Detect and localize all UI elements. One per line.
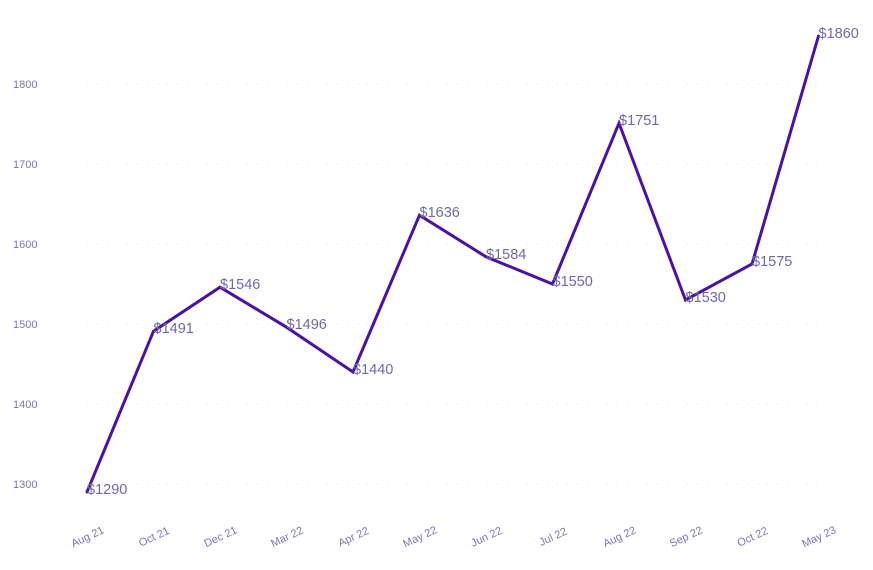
x-tick-label: Dec 21	[202, 524, 239, 550]
data-label: $1550	[553, 274, 593, 290]
x-tick-label: Mar 22	[269, 525, 305, 550]
x-axis: Aug 21 Oct 21 Dec 21 Mar 22 Apr 22 May 22 Jun …	[69, 524, 838, 550]
data-point	[551, 282, 554, 286]
data-label: $1530	[686, 290, 726, 306]
x-tick-label: Aug 21	[69, 524, 106, 550]
data-point	[617, 121, 621, 125]
data-label: $1751	[619, 113, 659, 129]
x-tick-label: May 22	[401, 524, 439, 550]
grid	[86, 60, 819, 505]
data-point	[351, 370, 355, 374]
x-tick-label: Oct 21	[137, 525, 171, 550]
series-layer	[85, 34, 820, 494]
data-label: $1584	[486, 247, 526, 263]
x-tick-label: Oct 22	[736, 525, 770, 550]
data-label: $1496	[287, 317, 327, 333]
y-axis: 1300 1400 1500 1600 1700 1800	[13, 79, 37, 491]
data-label: $1491	[154, 321, 194, 337]
data-point	[85, 490, 89, 494]
x-tick-label: Jun 22	[469, 525, 504, 550]
x-tick-label: Apr 22	[337, 525, 371, 550]
data-point	[684, 298, 687, 302]
x-tick-label: Jul 22	[537, 526, 569, 549]
data-label: $1440	[353, 362, 393, 378]
x-tick-label: Aug 22	[601, 524, 638, 550]
data-point	[817, 34, 820, 38]
data-point	[152, 329, 155, 333]
data-label: $1290	[87, 482, 127, 498]
y-tick-label: 1600	[13, 239, 37, 251]
y-tick-label: 1500	[13, 319, 37, 331]
data-point	[750, 262, 754, 266]
y-tick-label: 1700	[13, 159, 37, 171]
x-tick-label: Sep 22	[668, 524, 705, 550]
series-line	[85, 35, 820, 493]
y-tick-label: 1300	[13, 479, 37, 491]
data-point	[218, 285, 222, 289]
data-point	[285, 325, 288, 329]
data-labels: $1290 $1491 $1546 $1496 $1440 $1636 $1584 $1550…	[87, 26, 859, 498]
y-tick-label: 1800	[13, 79, 37, 91]
data-label: $1636	[420, 205, 460, 221]
x-tick-label: May 23	[800, 524, 838, 550]
y-tick-label: 1400	[13, 399, 37, 411]
data-point	[418, 213, 421, 217]
data-label: $1546	[220, 277, 260, 293]
data-point	[484, 255, 488, 259]
data-label: $1575	[752, 254, 792, 270]
data-label: $1860	[819, 26, 859, 42]
